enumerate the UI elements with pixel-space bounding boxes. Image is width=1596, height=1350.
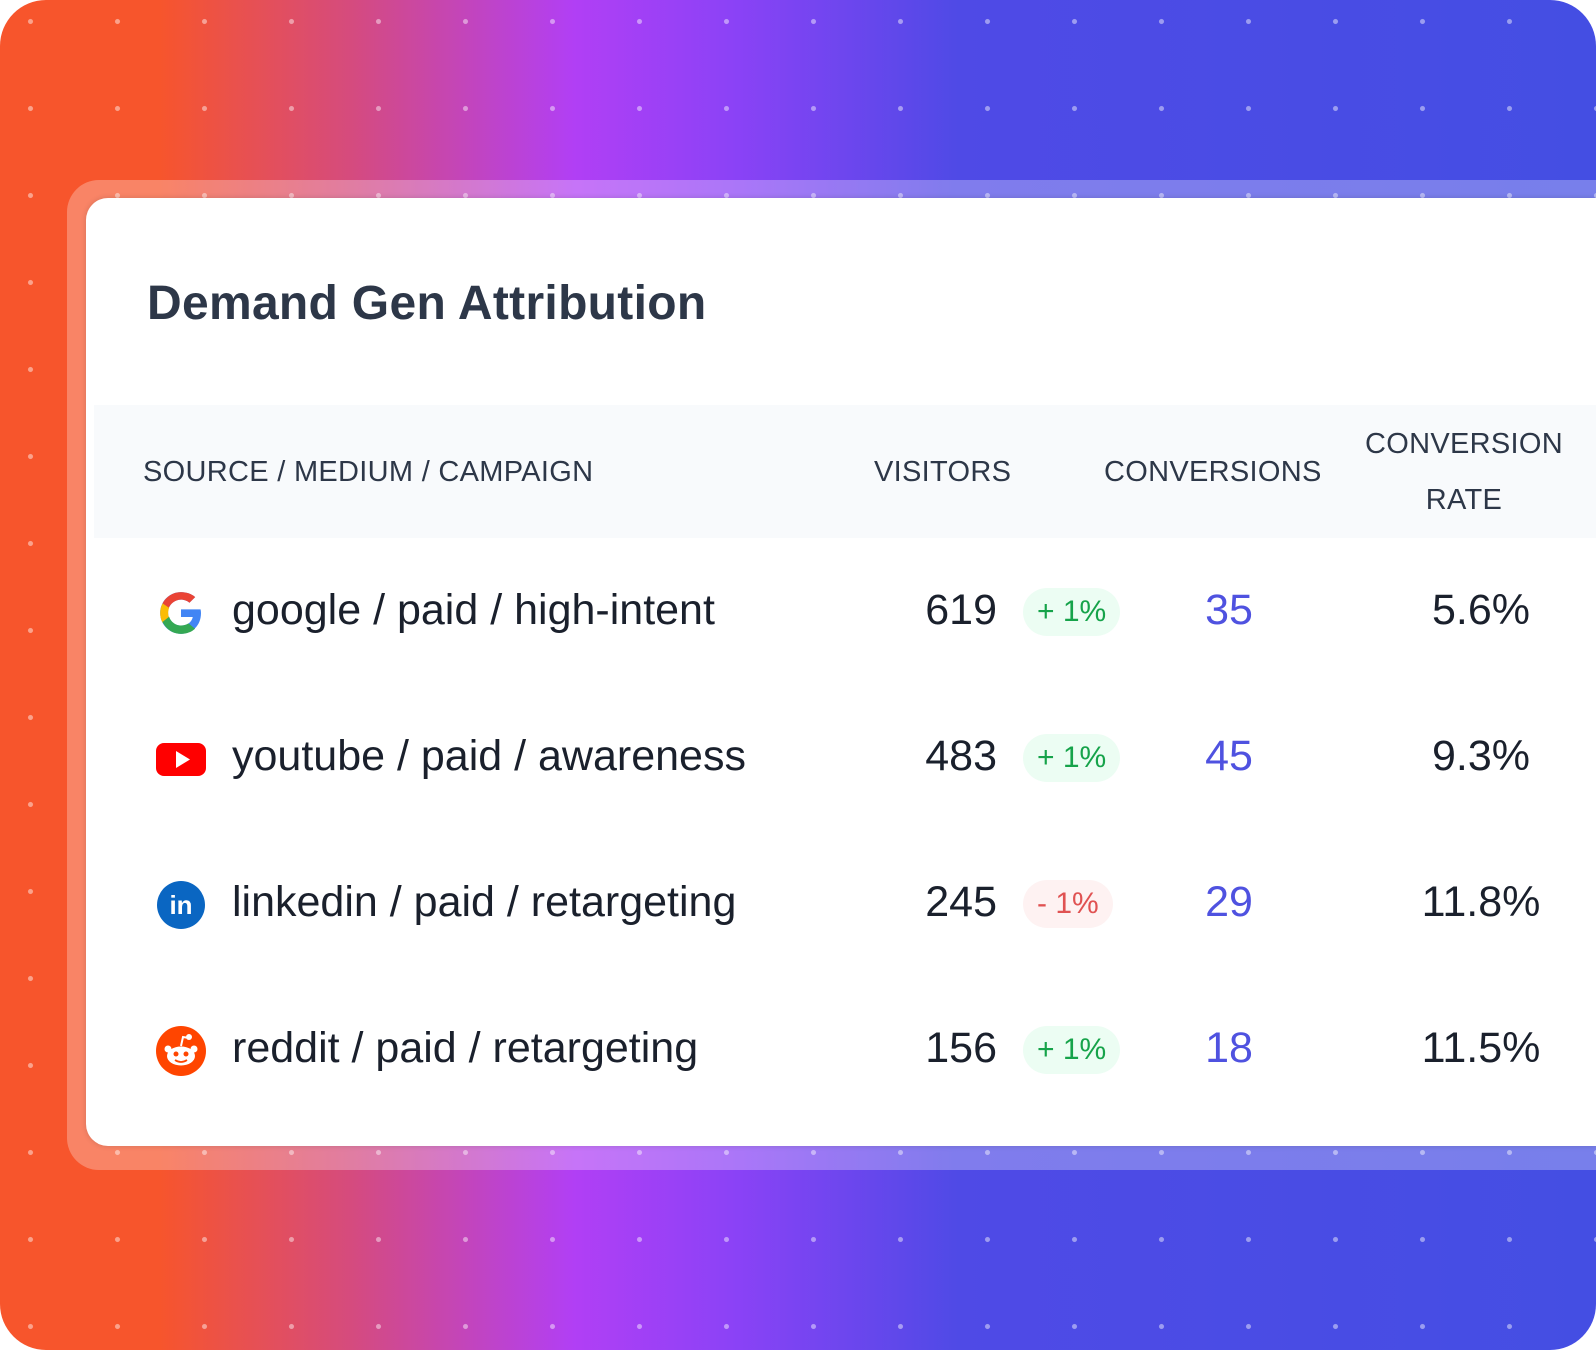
column-header-rate-line1: CONVERSION [1365, 428, 1563, 460]
column-header-conversion-rate[interactable]: CONVERSION RATE [1359, 416, 1569, 528]
conversions-value[interactable]: 45 [1205, 732, 1253, 780]
column-header-rate-line2: RATE [1425, 484, 1503, 516]
column-header-source[interactable]: SOURCE / MEDIUM / CAMPAIGN [143, 456, 594, 488]
page-title: Demand Gen Attribution [147, 277, 707, 330]
change-badge: + 1% [1023, 1026, 1121, 1074]
youtube-icon [156, 734, 206, 784]
conversion-rate-value: 9.3% [1431, 732, 1530, 780]
visitors-value: 483 [925, 732, 997, 780]
table-row[interactable]: in linkedin / paid / retargeting 245 - 1… [86, 854, 1596, 954]
column-header-conversions[interactable]: CONVERSIONS [1104, 456, 1322, 488]
table-row[interactable]: google / paid / high-intent 619 + 1% 35 … [86, 562, 1596, 662]
table-header: SOURCE / MEDIUM / CAMPAIGN VISITORS CONV… [94, 405, 1596, 538]
reddit-icon [156, 1026, 206, 1076]
conversions-value[interactable]: 18 [1205, 1024, 1253, 1072]
source-label: linkedin / paid / retargeting [232, 878, 737, 926]
visitors-value: 245 [925, 878, 997, 926]
source-label: youtube / paid / awareness [232, 732, 746, 780]
source-label: google / paid / high-intent [232, 586, 715, 634]
conversion-rate-value: 11.8% [1421, 878, 1541, 926]
svg-text:in: in [169, 890, 192, 920]
change-badge: - 1% [1023, 880, 1113, 928]
column-header-visitors[interactable]: VISITORS [874, 456, 1012, 488]
google-icon [156, 588, 206, 638]
attribution-card: Demand Gen Attribution SOURCE / MEDIUM /… [86, 198, 1596, 1146]
conversions-value[interactable]: 35 [1205, 586, 1253, 634]
change-badge: + 1% [1023, 734, 1121, 782]
conversion-rate-value: 11.5% [1421, 1024, 1541, 1072]
change-badge: + 1% [1023, 588, 1121, 636]
linkedin-icon: in [156, 880, 206, 930]
conversions-value[interactable]: 29 [1205, 878, 1253, 926]
table-row[interactable]: youtube / paid / awareness 483 + 1% 45 9… [86, 708, 1596, 808]
source-label: reddit / paid / retargeting [232, 1024, 699, 1072]
table-row[interactable]: reddit / paid / retargeting 156 + 1% 18 … [86, 1000, 1596, 1100]
visitors-value: 619 [925, 586, 997, 634]
visitors-value: 156 [925, 1024, 997, 1072]
conversion-rate-value: 5.6% [1431, 586, 1530, 634]
